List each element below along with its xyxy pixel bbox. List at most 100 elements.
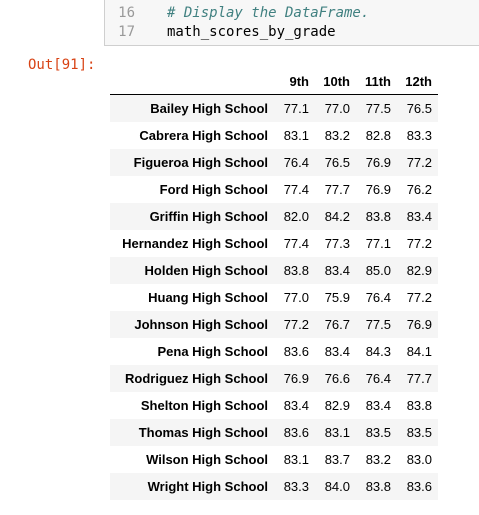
cell-value: 83.6 [283, 425, 309, 440]
table-head: 9th 10th 11th 12th [110, 68, 438, 95]
cell-value: 85.0 [365, 263, 391, 278]
cell-value: 83.4 [406, 209, 432, 224]
cell-value: 77.2 [283, 317, 309, 332]
cell-value: 77.2 [406, 290, 432, 305]
row-label: Rodriguez High School [125, 371, 268, 386]
table-row: Pena High School 83.6 83.4 84.3 84.1 [110, 338, 438, 365]
column-header: 11th [356, 68, 397, 95]
line-number: 16 [118, 5, 135, 21]
cell-value: 83.3 [283, 479, 309, 494]
table-row: Cabrera High School 83.1 83.2 82.8 83.3 [110, 122, 438, 149]
column-header: 12th [397, 68, 438, 95]
cell-value: 83.2 [365, 452, 391, 467]
table-row: Thomas High School 83.6 83.1 83.5 83.5 [110, 419, 438, 446]
cell-value: 83.5 [406, 425, 432, 440]
cell-value: 76.4 [365, 371, 391, 386]
row-label: Wright High School [147, 479, 268, 494]
row-label: Figueroa High School [133, 155, 268, 170]
table-body: Bailey High School 77.1 77.0 77.5 76.5 Cabrer… [110, 94, 438, 500]
row-label: Pena High School [157, 344, 268, 359]
cell-value: 83.5 [365, 425, 391, 440]
cell-value: 83.8 [365, 479, 391, 494]
table-row: Ford High School 77.4 77.7 76.9 76.2 [110, 176, 438, 203]
cell-value: 77.2 [406, 155, 432, 170]
cell-value: 77.2 [406, 236, 432, 251]
cell-value: 76.2 [406, 182, 432, 197]
cell-value: 76.9 [365, 182, 391, 197]
cell-value: 83.8 [365, 209, 391, 224]
table-row: Hernandez High School 77.4 77.3 77.1 77.2 [110, 230, 438, 257]
cell-value: 83.1 [283, 452, 309, 467]
row-label: Johnson High School [134, 317, 268, 332]
cell-value: 83.2 [324, 128, 350, 143]
header-row: 9th 10th 11th 12th [110, 68, 438, 95]
cell-value: 77.4 [283, 236, 309, 251]
cell-value: 83.4 [365, 398, 391, 413]
table-row: Johnson High School 77.2 76.7 77.5 76.9 [110, 311, 438, 338]
cell-value: 83.6 [406, 479, 432, 494]
row-label: Ford High School [159, 182, 268, 197]
row-label: Bailey High School [150, 101, 268, 116]
cell-value: 83.1 [283, 128, 309, 143]
cell-value: 77.5 [365, 101, 391, 116]
cell-value: 77.4 [283, 182, 309, 197]
cell-value: 82.0 [283, 209, 309, 224]
cell-value: 77.7 [406, 371, 432, 386]
cell-value: 75.9 [324, 290, 350, 305]
cell-value: 76.4 [283, 155, 309, 170]
row-label: Huang High School [148, 290, 268, 305]
cell-value: 77.7 [324, 182, 350, 197]
cell-value: 76.4 [365, 290, 391, 305]
cell-value: 83.6 [283, 344, 309, 359]
code-cell: 16 # Display the DataFrame. 17 math_scores_… [104, 0, 479, 46]
row-label: Hernandez High School [122, 236, 268, 251]
cell-value: 76.6 [324, 371, 350, 386]
row-label: Holden High School [144, 263, 269, 278]
table-row: Bailey High School 77.1 77.0 77.5 76.5 [110, 94, 438, 122]
cell-value: 83.4 [324, 344, 350, 359]
table-row: Wilson High School 83.1 83.7 83.2 83.0 [110, 446, 438, 473]
cell-value: 76.9 [283, 371, 309, 386]
dataframe: 9th 10th 11th 12th Bailey High School 77.1 77… [110, 68, 438, 500]
cell-value: 82.9 [324, 398, 350, 413]
cell-value: 84.0 [324, 479, 350, 494]
cell-value: 77.1 [365, 236, 391, 251]
cell-value: 84.1 [406, 344, 432, 359]
cell-value: 77.0 [283, 290, 309, 305]
cell-value: 77.5 [365, 317, 391, 332]
table-row: Figueroa High School 76.4 76.5 76.9 77.2 [110, 149, 438, 176]
cell-value: 76.9 [406, 317, 432, 332]
cell-value: 83.4 [283, 398, 309, 413]
cell-value: 84.3 [365, 344, 391, 359]
row-label: Thomas High School [138, 425, 268, 440]
cell-value: 83.0 [406, 452, 432, 467]
line-number: 17 [118, 24, 135, 40]
column-header: 9th [274, 68, 315, 95]
cell-value: 76.5 [406, 101, 432, 116]
row-label: Wilson High School [146, 452, 268, 467]
cell-value: 83.8 [406, 398, 432, 413]
cell-value: 82.8 [365, 128, 391, 143]
table-row: Wright High School 83.3 84.0 83.8 83.6 [110, 473, 438, 500]
table-row: Griffin High School 82.0 84.2 83.8 83.4 [110, 203, 438, 230]
table-row: Shelton High School 83.4 82.9 83.4 83.8 [110, 392, 438, 419]
row-label: Cabrera High School [139, 128, 268, 143]
output-prompt: Out[91]: [28, 57, 96, 73]
row-label: Shelton High School [140, 398, 268, 413]
cell-value: 83.7 [324, 452, 350, 467]
code-line: math_scores_by_grade [167, 24, 336, 40]
table-row: Holden High School 83.8 83.4 85.0 82.9 [110, 257, 438, 284]
cell-value: 83.8 [283, 263, 309, 278]
cell-value: 82.9 [406, 263, 432, 278]
cell-value: 84.2 [324, 209, 350, 224]
cell-value: 77.1 [283, 101, 309, 116]
cell-value: 83.1 [324, 425, 350, 440]
index-header [110, 68, 274, 95]
table-row: Huang High School 77.0 75.9 76.4 77.2 [110, 284, 438, 311]
cell-value: 76.5 [324, 155, 350, 170]
cell-value: 77.0 [324, 101, 350, 116]
cell-value: 83.3 [406, 128, 432, 143]
column-header: 10th [315, 68, 356, 95]
row-label: Griffin High School [149, 209, 268, 224]
